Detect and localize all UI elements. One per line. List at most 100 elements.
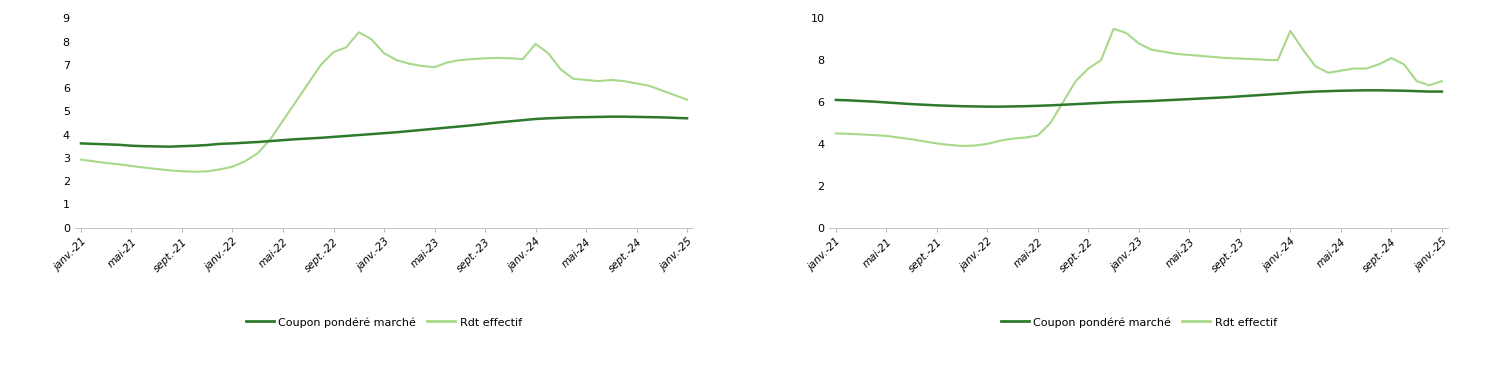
Coupon pondéré marché [97,142,115,146]
Coupon pondéré marché [652,115,670,120]
Rdt effectif [1067,79,1085,83]
Coupon pondéré marché [864,99,882,104]
Coupon pondéré marché [627,115,645,119]
Coupon pondéré marché [1420,90,1438,94]
Coupon pondéré marché [640,115,658,119]
Coupon pondéré marché [173,144,191,148]
Coupon pondéré marché [1332,88,1350,93]
Coupon pondéré marché [426,127,443,131]
Coupon pondéré marché [476,122,494,126]
Coupon pondéré marché [1306,90,1324,94]
Rdt effectif [839,132,857,136]
Coupon pondéré marché [136,144,154,148]
Rdt effectif [1130,41,1148,46]
Coupon pondéré marché [1206,96,1224,100]
Coupon pondéré marché [1408,89,1426,93]
Rdt effectif [978,142,996,146]
Coupon pondéré marché [148,144,166,149]
Legend: Coupon pondéré marché, Rdt effectif: Coupon pondéré marché, Rdt effectif [997,313,1281,332]
Coupon pondéré marché [564,115,582,120]
Rdt effectif [927,141,945,146]
Rdt effectif [1332,69,1350,73]
Coupon pondéré marché [349,133,367,137]
Coupon pondéré marché [249,140,267,144]
Rdt effectif [1206,55,1224,59]
Rdt effectif [72,157,90,162]
Coupon pondéré marché [1168,98,1185,102]
Coupon pondéré marché [853,99,870,103]
Coupon pondéré marché [287,137,305,141]
Coupon pondéré marché [1230,94,1248,99]
Rdt effectif [375,51,393,55]
Rdt effectif [1345,66,1363,71]
Coupon pondéré marché [878,100,896,105]
Rdt effectif [864,133,882,137]
Coupon pondéré marché [578,115,596,119]
Rdt effectif [275,119,293,123]
Rdt effectif [590,79,608,83]
Rdt effectif [1042,121,1060,125]
Rdt effectif [1433,79,1451,83]
Coupon pondéré marché [1394,88,1412,93]
Rdt effectif [236,159,254,164]
Rdt effectif [414,64,431,68]
Coupon pondéré marché [527,117,545,121]
Rdt effectif [426,65,443,69]
Rdt effectif [1193,54,1211,58]
Coupon pondéré marché [211,142,228,146]
Rdt effectif [312,63,330,67]
Rdt effectif [1156,50,1173,54]
Coupon pondéré marché [437,126,455,130]
Coupon pondéré marché [666,116,684,120]
Rdt effectif [1017,135,1035,140]
Rdt effectif [463,57,481,61]
Rdt effectif [1269,58,1287,62]
Rdt effectif [287,100,305,104]
Coupon pondéré marché [275,138,293,142]
Coupon pondéré marché [1156,98,1173,102]
Rdt effectif [1306,64,1324,69]
Line: Coupon pondéré marché: Coupon pondéré marché [81,117,687,147]
Rdt effectif [666,93,684,97]
Coupon pondéré marché [602,115,620,119]
Coupon pondéré marché [224,141,242,146]
Coupon pondéré marché [1042,103,1060,108]
Rdt effectif [827,131,845,136]
Coupon pondéré marché [1281,91,1299,95]
Rdt effectif [122,164,140,168]
Rdt effectif [1394,62,1412,66]
Coupon pondéré marché [1003,104,1021,109]
Rdt effectif [1181,53,1199,57]
Rdt effectif [602,78,620,82]
Rdt effectif [1408,79,1426,83]
Rdt effectif [915,139,933,143]
Coupon pondéré marché [337,134,355,138]
Coupon pondéré marché [236,141,254,145]
Rdt effectif [1117,31,1135,35]
Rdt effectif [1294,48,1312,52]
Coupon pondéré marché [539,116,557,120]
Rdt effectif [1218,56,1236,60]
Coupon pondéré marché [122,143,140,148]
Rdt effectif [1320,70,1338,75]
Rdt effectif [1054,100,1072,104]
Rdt effectif [85,159,103,164]
Rdt effectif [1369,62,1387,66]
Rdt effectif [261,137,279,141]
Coupon pondéré marché [991,105,1009,109]
Rdt effectif [539,51,557,55]
Rdt effectif [890,135,908,140]
Rdt effectif [324,50,342,54]
Rdt effectif [991,138,1009,143]
Rdt effectif [488,56,506,60]
Coupon pondéré marché [1117,99,1135,104]
Legend: Coupon pondéré marché, Rdt effectif: Coupon pondéré marché, Rdt effectif [242,313,526,332]
Coupon pondéré marché [1269,92,1287,96]
Coupon pondéré marché [839,98,857,102]
Rdt effectif [1003,137,1021,141]
Coupon pondéré marché [324,135,342,139]
Rdt effectif [1244,57,1262,61]
Coupon pondéré marché [915,102,933,107]
Coupon pondéré marché [375,131,393,135]
Coupon pondéré marché [110,143,128,147]
